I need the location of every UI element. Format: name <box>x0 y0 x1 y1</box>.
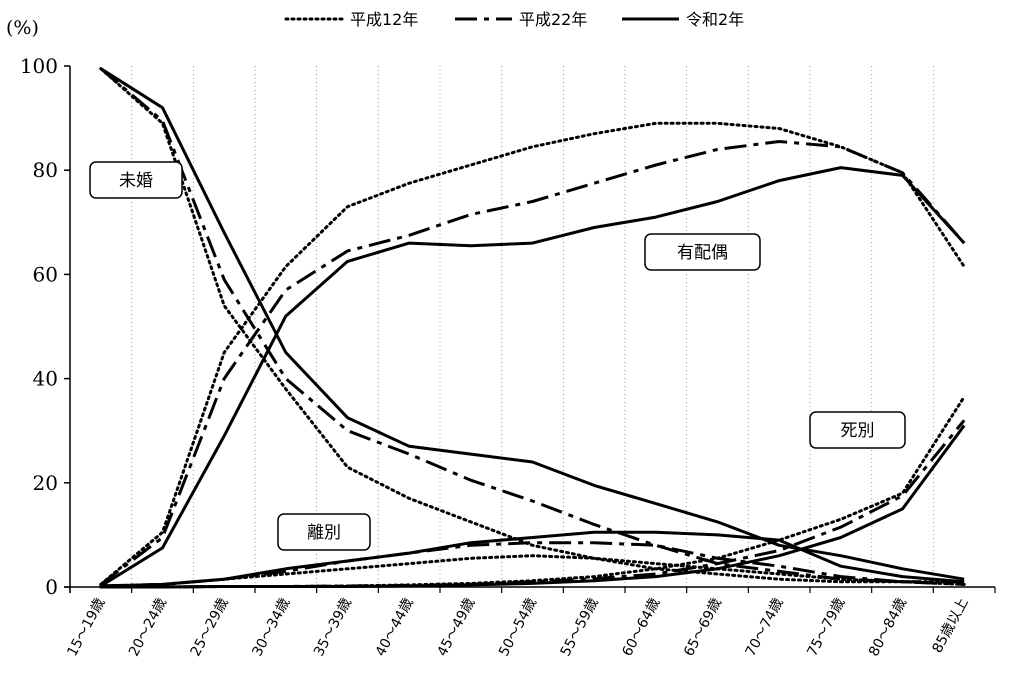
x-tick-label: 60～64歳 <box>619 595 663 659</box>
x-tick-label: 30～34歳 <box>249 595 293 659</box>
x-tick-label: 20～24歳 <box>126 595 170 659</box>
series-line <box>99 67 965 584</box>
y-tick-label: 20 <box>33 471 58 495</box>
x-tick-label: 75～79歳 <box>804 595 848 659</box>
series-line <box>99 67 966 584</box>
group-label: 離別 <box>277 513 371 551</box>
group-label-box <box>644 233 761 271</box>
group-label: 死別 <box>809 411 906 449</box>
legend: 平成12年 平成22年 令和2年 <box>284 10 744 29</box>
x-tick-label: 40～44歳 <box>373 595 417 659</box>
group-label-text: 未婚 <box>119 171 153 191</box>
x-tick-label: 85歳以上 <box>929 595 971 655</box>
series-line <box>99 67 965 581</box>
series-line <box>100 530 965 588</box>
y-unit-label: (%) <box>6 17 39 39</box>
legend-label: 平成12年 <box>350 10 418 29</box>
x-tick-label: 25～29歳 <box>188 595 232 659</box>
y-tick-label: 100 <box>20 54 58 78</box>
group-label-text: 有配偶 <box>677 243 728 263</box>
x-axis-ticks: 15～19歳 20～24歳 25～29歳 30～34歳 35～39歳 40～44歳 45～4… <box>64 587 996 659</box>
x-tick-label: 45～49歳 <box>434 595 478 659</box>
x-tick-label: 50～54歳 <box>496 595 540 659</box>
series-line <box>100 424 966 589</box>
series-line <box>99 121 966 586</box>
series-line <box>99 140 966 586</box>
legend-label: 平成22年 <box>519 10 587 29</box>
x-tick-label: 70～74歳 <box>743 595 787 659</box>
group-label-box <box>277 513 371 551</box>
y-tick-label: 0 <box>45 575 58 599</box>
y-tick-label: 40 <box>33 367 58 391</box>
group-label-box <box>809 411 906 449</box>
series-lines <box>99 67 966 589</box>
x-tick-label: 15～19歳 <box>64 595 108 659</box>
group-label-box <box>89 161 183 199</box>
x-tick-label: 80～84歳 <box>866 595 910 659</box>
group-label-text: 離別 <box>307 523 341 543</box>
group-label: 有配偶 <box>644 233 761 271</box>
x-tick-label: 65～69歳 <box>681 595 725 659</box>
series-line <box>100 166 966 588</box>
y-tick-label: 60 <box>33 262 58 286</box>
legend-label: 令和2年 <box>686 10 744 29</box>
y-tick-label: 80 <box>33 158 58 182</box>
x-tick-label: 55～59歳 <box>558 595 602 659</box>
x-tick-label: 35～39歳 <box>311 595 355 659</box>
group-label-text: 死別 <box>841 421 875 441</box>
y-axis-ticks: 0 20 40 60 80 100 <box>20 54 70 599</box>
group-label: 未婚 <box>89 161 183 199</box>
